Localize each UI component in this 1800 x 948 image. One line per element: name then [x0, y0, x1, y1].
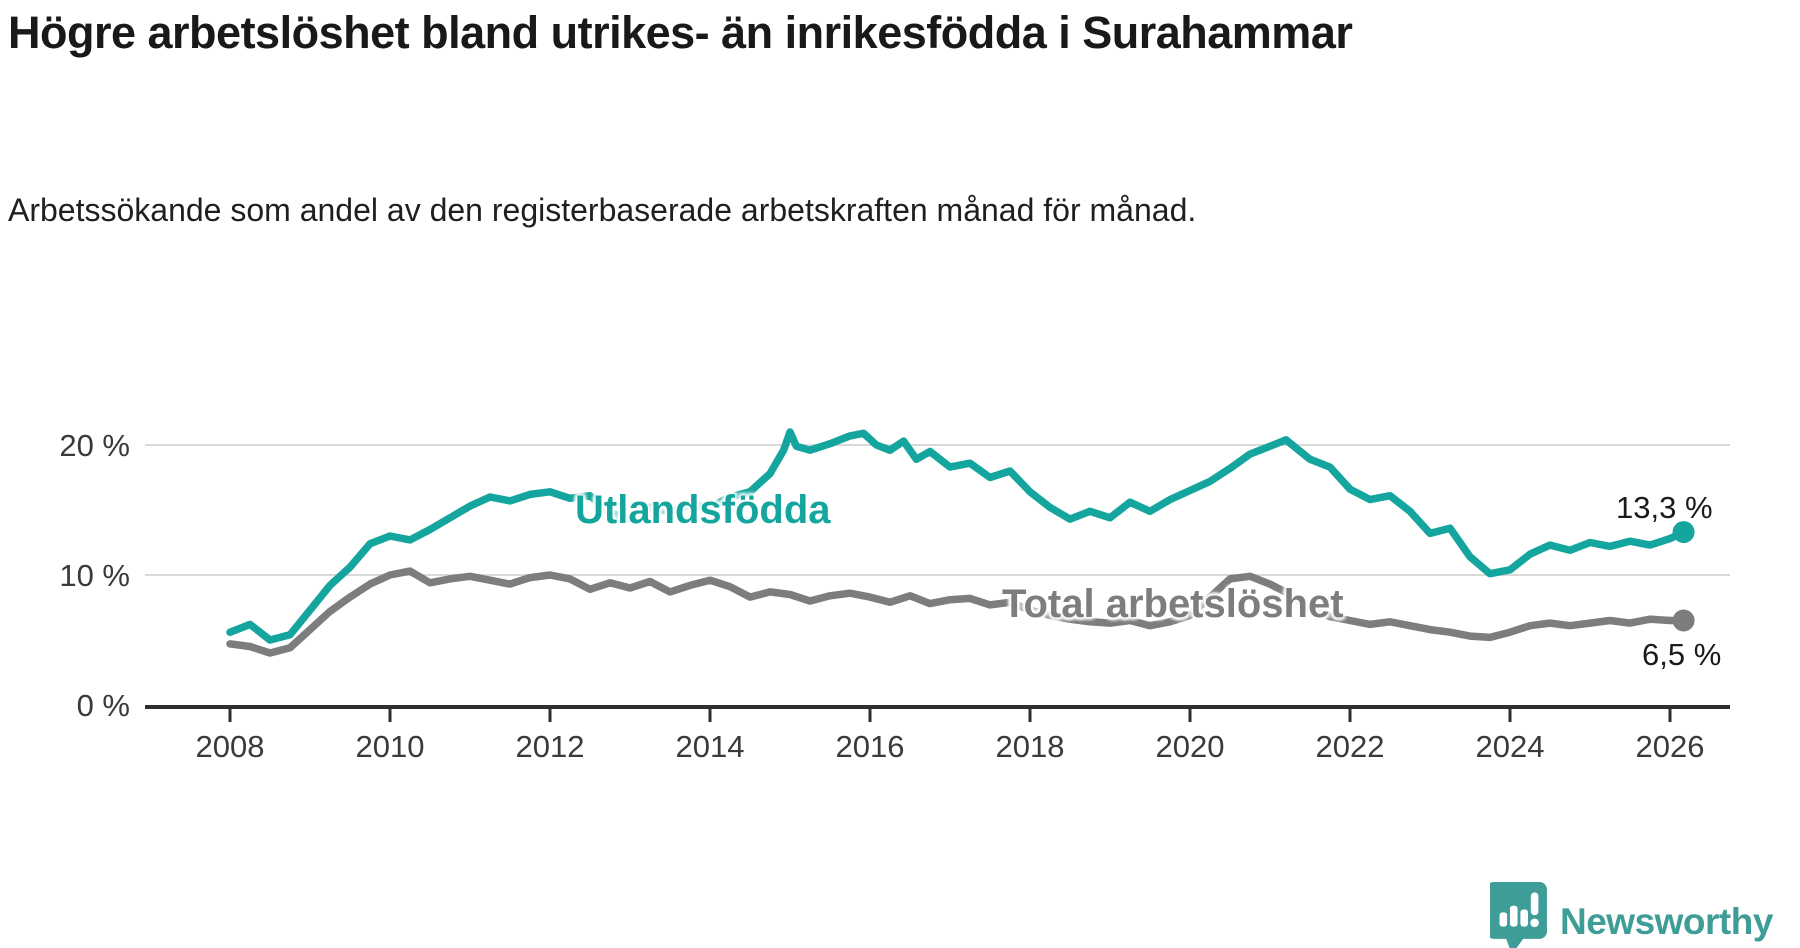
total-arbetsloshet-end-dot — [1672, 609, 1695, 632]
series-label-total-arbetsloshet: Total arbetslöshet — [1002, 582, 1344, 626]
y-tick-label-10: 10 % — [59, 558, 130, 593]
x-tick-label-2018: 2018 — [996, 729, 1065, 764]
y-tick-label-20: 20 % — [59, 428, 130, 463]
total-arbetsloshet-line — [226, 567, 1688, 657]
newsworthy-logo-text: Newsworthy — [1560, 900, 1773, 942]
x-tick-label-2014: 2014 — [676, 729, 745, 764]
x-tick-label-2026: 2026 — [1636, 729, 1705, 764]
newsworthy-logo[interactable]: Newsworthy — [1486, 882, 1773, 948]
utlandsfodda-end-dot — [1672, 521, 1695, 544]
end-value-total: 6,5 % — [1642, 637, 1722, 672]
chart-subtitle: Arbetssökande som andel av den registerb… — [8, 192, 1197, 228]
x-tick-label-2016: 2016 — [836, 729, 905, 764]
end-value-utlandsfodda: 13,3 % — [1616, 490, 1713, 525]
x-tick-label-2022: 2022 — [1316, 729, 1385, 764]
utlandsfodda-line — [226, 428, 1688, 644]
x-tick-label-2008: 2008 — [196, 729, 265, 764]
logo-bubble — [1486, 882, 1547, 948]
x-tick-label-2024: 2024 — [1476, 729, 1545, 764]
x-tick-label-2012: 2012 — [516, 729, 585, 764]
newsworthy-logo-icon — [1486, 882, 1547, 948]
x-tick-label-2010: 2010 — [356, 729, 425, 764]
page-title: Högre arbetslöshet bland utrikes- än inr… — [8, 7, 1353, 58]
y-tick-label-0: 0 % — [77, 688, 130, 723]
series-label-utlandsfodda: Utlandsfödda — [575, 488, 831, 532]
x-tick-label-2020: 2020 — [1156, 729, 1225, 764]
